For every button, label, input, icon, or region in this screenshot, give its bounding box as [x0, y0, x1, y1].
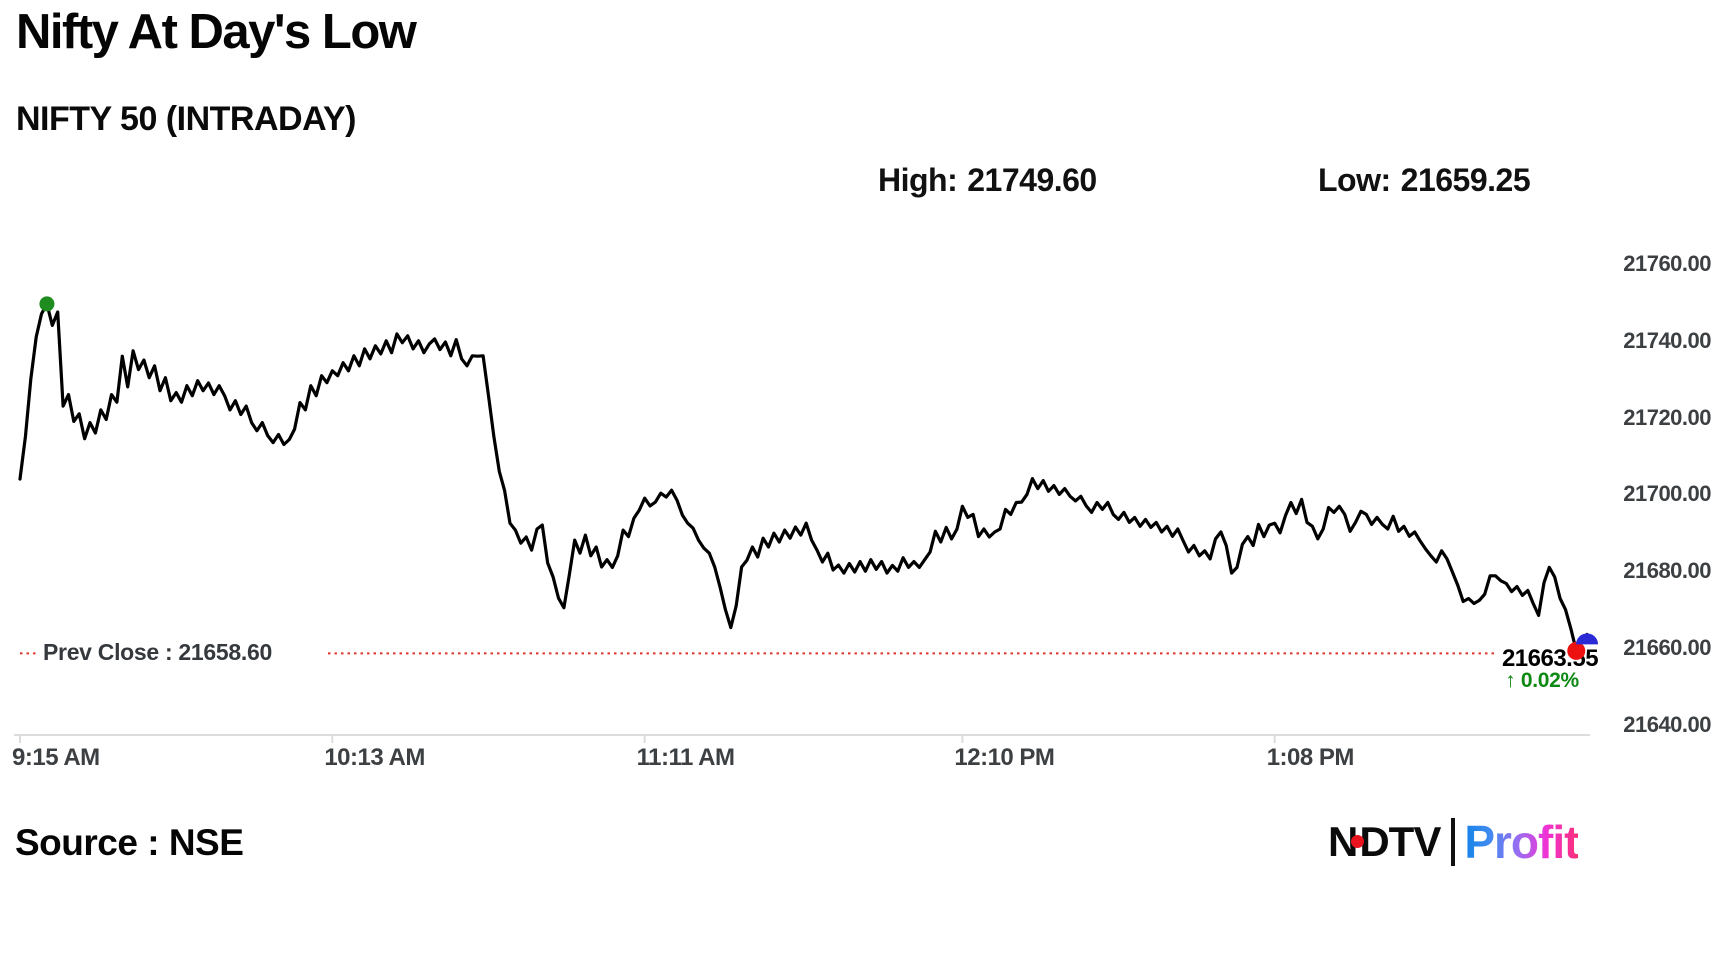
- last-price-marker: [1576, 633, 1599, 645]
- change-percent-value: 0.02%: [1520, 669, 1579, 692]
- profit-wordmark: Profit: [1464, 816, 1579, 868]
- x-axis-label: 11:11 AM: [636, 744, 735, 771]
- day-low-value: 21659.25: [1400, 162, 1531, 198]
- y-axis-label: 21660.00: [1623, 635, 1711, 660]
- y-axis-label: 21640.00: [1623, 711, 1711, 737]
- x-axis-label: 1:08 PM: [1266, 744, 1355, 771]
- y-axis-label: 21680.00: [1623, 558, 1711, 584]
- day-low-stat: Low: 21659.25: [1318, 162, 1531, 199]
- intraday-price-line: [18, 302, 1589, 653]
- page-title: Nifty At Day's Low: [16, 5, 417, 59]
- y-axis-label: 21740.00: [1623, 327, 1711, 353]
- ndtv-red-dot-icon: [1351, 834, 1365, 848]
- x-axis-label: 9:15 AM: [12, 744, 100, 771]
- price-change-label: ↑ 0.02%: [1492, 669, 1592, 693]
- prev-close-label: Prev Close : 21658.60: [43, 639, 272, 666]
- chart-subtitle: NIFTY 50 (INTRADAY): [16, 100, 357, 138]
- high-marker-dot: [39, 296, 55, 312]
- ndtv-profit-logo: N DTV Profit: [1328, 815, 1579, 869]
- change-up-arrow-icon: ↑: [1505, 669, 1516, 692]
- x-axis-label: 10:13 AM: [324, 744, 425, 771]
- y-axis-label: 21720.00: [1623, 404, 1711, 430]
- source-label: Source : NSE: [15, 822, 244, 863]
- y-axis-label: 21760.00: [1623, 251, 1711, 276]
- ndtv-wordmark-dtv: DTV: [1359, 818, 1441, 865]
- day-high-stat: High: 21749.60: [878, 162, 1097, 199]
- day-high-label: High:: [878, 162, 958, 198]
- logo-divider: [1451, 818, 1456, 866]
- day-high-value: 21749.60: [967, 162, 1097, 198]
- x-axis-label: 12:10 PM: [954, 744, 1055, 771]
- y-axis-label: 21700.00: [1623, 481, 1711, 507]
- day-low-label: Low:: [1318, 162, 1391, 198]
